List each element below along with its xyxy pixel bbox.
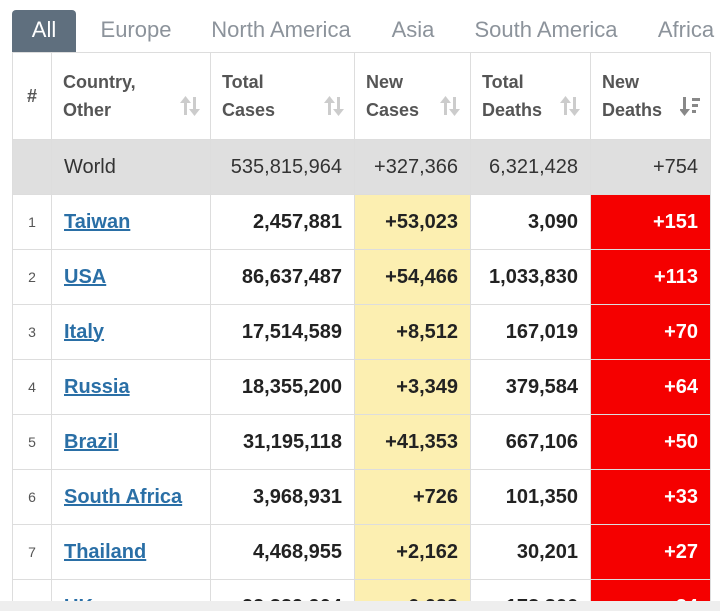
total-cases-cell: 17,514,589 [210,304,355,360]
new-deaths-cell: +33 [590,469,711,525]
new-deaths-cell: +27 [590,524,711,580]
new-cases-cell: +54,466 [354,249,471,305]
tab-north-america[interactable]: North America [211,17,351,42]
table-row: 5 Brazil 31,195,118 +41,353 667,106 +50 [12,414,711,470]
table-header-row: # Country, Other Total Cases New Cases Tota… [12,52,711,140]
row-rank: 6 [12,469,52,525]
total-deaths-cell: 379,584 [470,359,591,415]
country-name: South Africa [51,469,211,525]
country-link[interactable]: Brazil [64,430,119,453]
new-cases-cell: +41,353 [354,414,471,470]
country-name: USA [51,249,211,305]
total-deaths-cell: 30,201 [470,524,591,580]
column-header-rank: # [12,52,52,140]
column-header-label: Total [482,72,524,92]
total-cases-cell: 2,457,881 [210,194,355,250]
country-link[interactable]: Thailand [64,540,147,563]
world-new-deaths: +754 [590,139,711,195]
new-deaths-cell: +70 [590,304,711,360]
total-cases-cell: 4,468,955 [210,524,355,580]
country-name: Brazil [51,414,211,470]
column-header-label: # [26,86,37,106]
column-header-new-cases[interactable]: New Cases [354,52,471,140]
country-name: Thailand [51,524,211,580]
horizontal-scrollbar[interactable] [0,601,720,611]
world-new-cases: +327,366 [354,139,471,195]
row-rank: 5 [12,414,52,470]
total-deaths-cell: 667,106 [470,414,591,470]
tab-all[interactable]: All [12,10,76,52]
sort-icon [180,96,200,116]
total-deaths-cell: 3,090 [470,194,591,250]
new-cases-cell: +3,349 [354,359,471,415]
world-total-cases: 535,815,964 [210,139,355,195]
column-header-total-deaths[interactable]: Total Deaths [470,52,591,140]
country-link[interactable]: USA [64,265,107,288]
column-header-label: Country, [63,72,136,92]
column-header-label: Other [63,100,112,120]
table-row: 1 Taiwan 2,457,881 +53,023 3,090 +151 [12,194,711,250]
new-deaths-cell: +113 [590,249,711,305]
country-rows: 1 Taiwan 2,457,881 +53,023 3,090 +151 2 USA 86,6… [12,194,711,611]
column-header-label: Total [222,72,264,92]
covid-table-container: # Country, Other Total Cases New Cases Tota… [12,52,720,611]
total-deaths-cell: 101,350 [470,469,591,525]
row-rank: 2 [12,249,52,305]
sort-descending-icon [680,97,700,116]
column-header-label: Cases [366,100,420,120]
column-header-label: Deaths [482,100,543,120]
sort-icon [440,96,460,116]
row-rank: 7 [12,524,52,580]
column-header-label: Cases [222,100,276,120]
table-row: 3 Italy 17,514,589 +8,512 167,019 +70 [12,304,711,360]
table-row: 6 South Africa 3,968,931 +726 101,350 +33 [12,469,711,525]
column-header-label: Deaths [602,100,663,120]
column-header-country[interactable]: Country, Other [51,52,211,140]
region-tabs: All Europe North America Asia South Amer… [0,0,720,52]
tab-africa[interactable]: Africa [657,17,715,42]
new-cases-cell: +2,162 [354,524,471,580]
column-header-total-cases[interactable]: Total Cases [210,52,355,140]
total-cases-cell: 31,195,118 [210,414,355,470]
column-header-label: New [602,72,640,92]
row-rank: 1 [12,194,52,250]
new-deaths-cell: +64 [590,359,711,415]
country-link[interactable]: Taiwan [64,210,131,233]
table-row: 2 USA 86,637,487 +54,466 1,033,830 +113 [12,249,711,305]
row-rank: 3 [12,304,52,360]
total-cases-cell: 86,637,487 [210,249,355,305]
country-name: Taiwan [51,194,211,250]
total-deaths-cell: 167,019 [470,304,591,360]
sort-icon [324,96,344,116]
world-name: World [51,139,211,195]
country-name: Italy [51,304,211,360]
total-cases-cell: 18,355,200 [210,359,355,415]
covid-table: # Country, Other Total Cases New Cases Tota… [12,52,711,611]
country-link[interactable]: South Africa [64,485,183,508]
new-deaths-cell: +50 [590,414,711,470]
total-cases-cell: 3,968,931 [210,469,355,525]
world-total-row: World 535,815,964 +327,366 6,321,428 +75… [12,139,711,195]
country-link[interactable]: Russia [64,375,130,398]
new-cases-cell: +53,023 [354,194,471,250]
tab-europe[interactable]: Europe [100,17,172,42]
column-header-label: New [366,72,404,92]
total-deaths-cell: 1,033,830 [470,249,591,305]
table-row: 7 Thailand 4,468,955 +2,162 30,201 +27 [12,524,711,580]
world-total-deaths: 6,321,428 [470,139,591,195]
table-row: 4 Russia 18,355,200 +3,349 379,584 +64 [12,359,711,415]
new-cases-cell: +8,512 [354,304,471,360]
world-rank-cell [12,139,52,195]
row-rank: 4 [12,359,52,415]
tab-south-america[interactable]: South America [474,17,618,42]
column-header-new-deaths[interactable]: New Deaths [590,52,711,140]
country-name: Russia [51,359,211,415]
new-cases-cell: +726 [354,469,471,525]
sort-icon [560,96,580,116]
country-link[interactable]: Italy [64,320,105,343]
new-deaths-cell: +151 [590,194,711,250]
tab-asia[interactable]: Asia [391,17,435,42]
